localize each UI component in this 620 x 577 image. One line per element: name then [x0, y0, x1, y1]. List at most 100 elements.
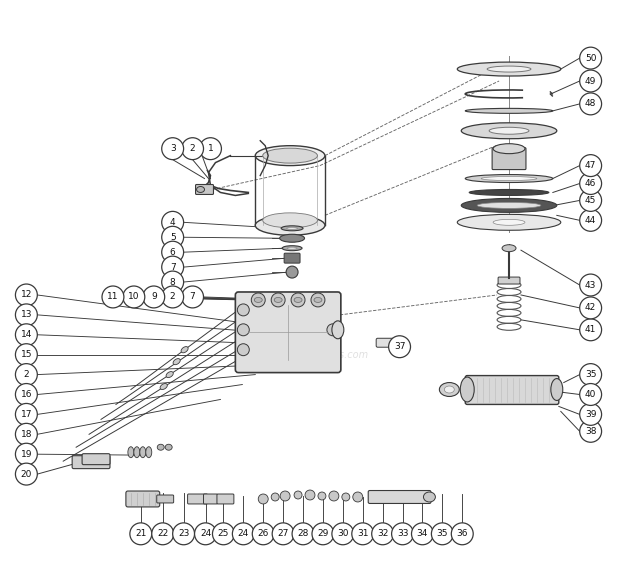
Circle shape [352, 523, 374, 545]
Circle shape [162, 286, 184, 308]
Text: 6: 6 [170, 248, 175, 257]
Ellipse shape [493, 219, 525, 225]
Circle shape [16, 384, 37, 406]
Circle shape [580, 384, 601, 406]
Circle shape [16, 284, 37, 306]
Text: 21: 21 [135, 529, 146, 538]
Circle shape [327, 324, 339, 336]
Circle shape [580, 421, 601, 442]
Circle shape [182, 286, 203, 308]
Ellipse shape [281, 226, 303, 231]
FancyBboxPatch shape [492, 148, 526, 170]
Circle shape [272, 523, 294, 545]
Text: 7: 7 [190, 293, 195, 301]
Circle shape [580, 297, 601, 319]
Text: 24: 24 [237, 529, 249, 538]
Circle shape [294, 491, 302, 499]
Text: 5: 5 [170, 233, 175, 242]
Circle shape [102, 286, 124, 308]
Ellipse shape [263, 148, 317, 163]
Text: 15: 15 [20, 350, 32, 359]
Circle shape [123, 286, 145, 308]
Text: 48: 48 [585, 99, 596, 108]
Ellipse shape [460, 377, 474, 402]
Text: 7: 7 [170, 263, 175, 272]
FancyBboxPatch shape [236, 292, 341, 373]
Circle shape [392, 523, 414, 545]
Ellipse shape [146, 447, 152, 458]
Text: 20: 20 [20, 470, 32, 478]
Ellipse shape [481, 177, 537, 181]
Text: ereplacementparts.com: ereplacementparts.com [252, 350, 368, 359]
FancyBboxPatch shape [195, 185, 213, 194]
Circle shape [580, 173, 601, 194]
Circle shape [162, 241, 184, 263]
FancyBboxPatch shape [82, 454, 110, 464]
Circle shape [259, 494, 268, 504]
Text: 11: 11 [107, 293, 118, 301]
Circle shape [182, 138, 203, 160]
Ellipse shape [286, 227, 298, 229]
Circle shape [271, 293, 285, 307]
Text: 8: 8 [170, 278, 175, 287]
Circle shape [16, 344, 37, 366]
Circle shape [580, 70, 601, 92]
Circle shape [16, 324, 37, 346]
Ellipse shape [140, 447, 146, 458]
FancyBboxPatch shape [284, 253, 300, 263]
FancyBboxPatch shape [217, 494, 234, 504]
Ellipse shape [314, 298, 322, 302]
Circle shape [162, 256, 184, 278]
Text: 49: 49 [585, 77, 596, 85]
Text: 10: 10 [128, 293, 140, 301]
Text: 46: 46 [585, 179, 596, 188]
FancyBboxPatch shape [188, 494, 208, 504]
Text: 27: 27 [277, 529, 289, 538]
Ellipse shape [294, 298, 302, 302]
Circle shape [372, 523, 394, 545]
Circle shape [305, 490, 315, 500]
Circle shape [152, 523, 174, 545]
Text: 4: 4 [170, 218, 175, 227]
Text: 32: 32 [377, 529, 388, 538]
Text: 1: 1 [208, 144, 213, 153]
Circle shape [16, 424, 37, 445]
FancyBboxPatch shape [498, 277, 520, 284]
Ellipse shape [493, 144, 525, 153]
Circle shape [271, 493, 279, 501]
Circle shape [291, 293, 305, 307]
Ellipse shape [469, 189, 549, 196]
Circle shape [353, 492, 363, 502]
Ellipse shape [181, 347, 188, 353]
Ellipse shape [332, 321, 344, 339]
Text: 39: 39 [585, 410, 596, 419]
Text: 23: 23 [178, 529, 189, 538]
Circle shape [329, 491, 339, 501]
Circle shape [580, 364, 601, 385]
Circle shape [292, 523, 314, 545]
Ellipse shape [165, 444, 172, 450]
Ellipse shape [477, 203, 541, 208]
Circle shape [389, 336, 410, 358]
Ellipse shape [274, 298, 282, 302]
Ellipse shape [282, 246, 302, 250]
Ellipse shape [263, 213, 317, 228]
Text: 44: 44 [585, 216, 596, 225]
Circle shape [143, 286, 165, 308]
Circle shape [200, 138, 221, 160]
Circle shape [162, 211, 184, 233]
Ellipse shape [551, 379, 563, 400]
Text: 41: 41 [585, 325, 596, 334]
FancyBboxPatch shape [203, 494, 218, 504]
Circle shape [580, 189, 601, 211]
Ellipse shape [197, 186, 205, 193]
Ellipse shape [487, 66, 531, 72]
Circle shape [332, 523, 354, 545]
Circle shape [232, 523, 254, 545]
Ellipse shape [134, 447, 140, 458]
Text: 31: 31 [357, 529, 368, 538]
Ellipse shape [166, 372, 173, 377]
Ellipse shape [461, 198, 557, 212]
Circle shape [342, 493, 350, 501]
FancyBboxPatch shape [465, 376, 559, 404]
